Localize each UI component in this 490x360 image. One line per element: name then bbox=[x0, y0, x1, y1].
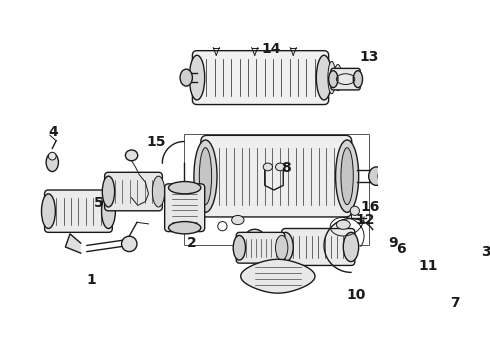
Bar bbox=[184, 134, 368, 246]
Ellipse shape bbox=[336, 220, 350, 229]
Ellipse shape bbox=[244, 229, 266, 251]
Ellipse shape bbox=[152, 176, 165, 207]
Ellipse shape bbox=[341, 148, 353, 204]
Ellipse shape bbox=[169, 181, 201, 194]
Ellipse shape bbox=[368, 167, 384, 185]
Text: 16: 16 bbox=[361, 200, 380, 214]
FancyBboxPatch shape bbox=[201, 135, 352, 217]
Text: 4: 4 bbox=[48, 125, 58, 139]
Ellipse shape bbox=[317, 55, 332, 100]
Ellipse shape bbox=[232, 215, 244, 225]
FancyBboxPatch shape bbox=[236, 232, 285, 263]
Ellipse shape bbox=[46, 153, 58, 171]
FancyBboxPatch shape bbox=[45, 190, 112, 232]
Ellipse shape bbox=[199, 148, 212, 204]
Text: 3: 3 bbox=[481, 246, 490, 259]
Ellipse shape bbox=[263, 163, 272, 171]
Ellipse shape bbox=[336, 140, 359, 212]
Text: 5: 5 bbox=[95, 196, 104, 210]
Text: 12: 12 bbox=[356, 213, 375, 227]
Ellipse shape bbox=[184, 199, 199, 210]
Ellipse shape bbox=[49, 152, 56, 160]
Ellipse shape bbox=[274, 235, 282, 245]
Ellipse shape bbox=[353, 71, 363, 87]
Text: 9: 9 bbox=[389, 236, 398, 250]
Text: 6: 6 bbox=[396, 242, 406, 256]
Ellipse shape bbox=[350, 206, 360, 215]
Text: 10: 10 bbox=[346, 288, 366, 302]
Ellipse shape bbox=[122, 236, 137, 252]
FancyBboxPatch shape bbox=[105, 172, 162, 211]
Ellipse shape bbox=[248, 234, 261, 246]
Ellipse shape bbox=[180, 69, 193, 86]
Text: 14: 14 bbox=[262, 42, 281, 56]
Ellipse shape bbox=[101, 194, 116, 229]
Text: 11: 11 bbox=[418, 259, 438, 273]
Ellipse shape bbox=[189, 55, 205, 100]
Ellipse shape bbox=[275, 163, 285, 171]
Ellipse shape bbox=[328, 62, 336, 94]
Polygon shape bbox=[241, 259, 315, 293]
Text: 7: 7 bbox=[450, 296, 460, 310]
FancyBboxPatch shape bbox=[193, 51, 329, 104]
Ellipse shape bbox=[233, 235, 245, 260]
FancyBboxPatch shape bbox=[331, 68, 360, 90]
Ellipse shape bbox=[378, 168, 390, 184]
Ellipse shape bbox=[278, 232, 293, 262]
Polygon shape bbox=[65, 234, 81, 253]
Ellipse shape bbox=[343, 232, 359, 262]
Ellipse shape bbox=[329, 71, 338, 87]
Ellipse shape bbox=[174, 213, 185, 224]
Ellipse shape bbox=[42, 194, 55, 229]
FancyBboxPatch shape bbox=[282, 229, 355, 265]
Ellipse shape bbox=[194, 140, 217, 212]
Ellipse shape bbox=[125, 150, 138, 161]
Text: 13: 13 bbox=[359, 50, 378, 64]
FancyBboxPatch shape bbox=[165, 184, 205, 231]
Ellipse shape bbox=[185, 210, 198, 219]
Text: 1: 1 bbox=[87, 273, 97, 287]
Ellipse shape bbox=[275, 235, 288, 260]
Text: 2: 2 bbox=[187, 236, 196, 250]
Ellipse shape bbox=[169, 221, 201, 234]
Ellipse shape bbox=[102, 176, 115, 207]
Text: 15: 15 bbox=[147, 135, 166, 149]
Ellipse shape bbox=[334, 64, 342, 91]
Text: 8: 8 bbox=[281, 161, 291, 175]
